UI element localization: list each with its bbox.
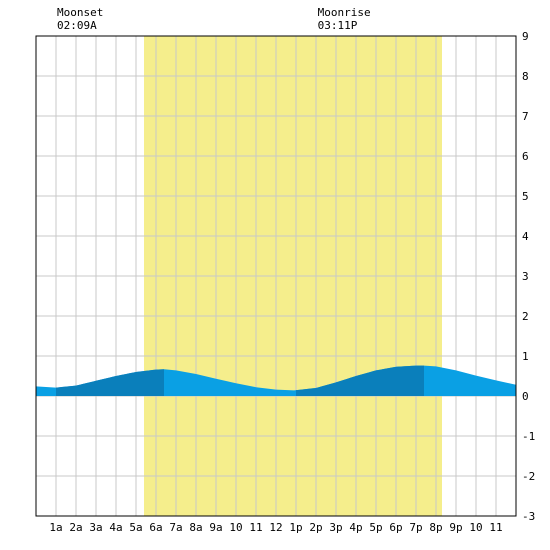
x-tick-label: 7p	[409, 521, 422, 534]
y-tick-label: 8	[522, 70, 529, 83]
x-tick-label: 12	[269, 521, 282, 534]
tide-shaded-bands	[56, 365, 424, 396]
x-tick-label: 4p	[349, 521, 362, 534]
x-tick-label: 2p	[309, 521, 322, 534]
x-tick-label: 6p	[389, 521, 402, 534]
plot-frame	[35, 35, 517, 517]
x-tick-label: 6a	[149, 521, 162, 534]
x-tick-label: 10	[229, 521, 242, 534]
annotation-time: 03:11P	[318, 19, 358, 32]
annotation-label: Moonset	[57, 6, 103, 19]
y-tick-label: 2	[522, 310, 529, 323]
x-tick-label: 5p	[369, 521, 382, 534]
x-tick-label: 1p	[289, 521, 302, 534]
tide-shaded-band	[296, 365, 424, 396]
y-tick-label: 0	[522, 390, 529, 403]
y-tick-label: -2	[522, 470, 535, 483]
y-tick-label: 4	[522, 230, 529, 243]
x-tick-label: 9p	[449, 521, 462, 534]
annotation-time: 02:09A	[57, 19, 97, 32]
x-tick-label: 2a	[69, 521, 82, 534]
grid	[36, 36, 516, 516]
y-tick-labels: -3 -2 -1 0 1 2 3 4 5 6 7 8 9	[522, 30, 535, 523]
x-tick-label: 7a	[169, 521, 182, 534]
x-tick-labels: 1a 2a 3a 4a 5a 6a 7a 8a 9a 10 11 12 1p 2p 3p 4p 5p 6p 7p 8p…	[49, 521, 502, 534]
x-tick-label: 3p	[329, 521, 342, 534]
y-tick-label: 3	[522, 270, 529, 283]
x-tick-label: 9a	[209, 521, 222, 534]
y-tick-label: 1	[522, 350, 529, 363]
x-tick-label: 11	[249, 521, 262, 534]
x-tick-label: 1a	[49, 521, 62, 534]
y-tick-label: -1	[522, 430, 535, 443]
y-tick-label: 9	[522, 30, 529, 43]
x-tick-label: 4a	[109, 521, 122, 534]
y-tick-label: -3	[522, 510, 535, 523]
x-tick-label: 5a	[129, 521, 142, 534]
y-tick-label: 6	[522, 150, 529, 163]
x-tick-label: 8p	[429, 521, 442, 534]
tide-shaded-band	[56, 369, 164, 396]
x-tick-label: 11	[489, 521, 502, 534]
y-tick-label: 5	[522, 190, 529, 203]
x-tick-label: 10	[469, 521, 482, 534]
x-tick-label: 3a	[89, 521, 102, 534]
annotation-label: Moonrise	[318, 6, 371, 19]
x-tick-label: 8a	[189, 521, 202, 534]
y-tick-label: 7	[522, 110, 529, 123]
